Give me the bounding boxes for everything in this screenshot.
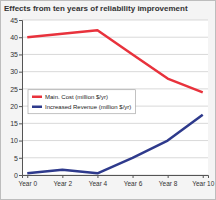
lines — [27, 30, 202, 173]
x-tick: Year 0 — [18, 175, 37, 187]
legend-swatch — [32, 106, 42, 109]
x-tick: Year 4 — [89, 175, 108, 187]
grid-line — [22, 71, 208, 72]
y-tick: 25 — [10, 86, 22, 93]
x-tick-label: Year 0 — [18, 180, 37, 187]
y-tick: 10 — [10, 137, 22, 144]
series-line — [27, 115, 202, 174]
grid-line — [22, 54, 208, 55]
x-tick-mark — [27, 175, 28, 178]
y-tick-mark — [19, 123, 22, 124]
y-tick-label: 15 — [10, 120, 18, 127]
x-tick-mark — [97, 175, 98, 178]
legend: Main. Cost (million $/yr) Increased Reven… — [28, 90, 135, 114]
grid-line — [22, 20, 208, 21]
x-tick-label: Year 8 — [159, 180, 178, 187]
x-tick-label: Year 2 — [54, 180, 73, 187]
y-tick-mark — [19, 141, 22, 142]
y-tick-mark — [19, 54, 22, 55]
y-tick-mark — [19, 37, 22, 38]
x-tick-mark — [133, 175, 134, 178]
y-tick-label: 10 — [10, 137, 18, 144]
y-axis-line — [19, 21, 23, 176]
y-tick: 30 — [10, 68, 22, 75]
legend-label: Main. Cost (million $/yr) — [45, 94, 108, 100]
y-tick: 5 — [14, 155, 22, 162]
y-tick-mark — [19, 106, 22, 107]
y-tick-mark — [19, 89, 22, 90]
x-tick: Year 10 — [192, 175, 215, 187]
grid-line — [22, 88, 208, 89]
x-tick-mark — [168, 175, 169, 178]
y-tick-mark — [19, 158, 22, 159]
series-line — [27, 30, 202, 92]
x-tick: Year 8 — [159, 175, 178, 187]
plot-area — [22, 20, 208, 175]
y-axis: 0 5 10 15 20 25 30 35 40 45 — [10, 17, 22, 179]
x-tick-mark — [62, 175, 63, 178]
y-tick: 40 — [10, 34, 22, 41]
chart: Effects from ten years of reliability im… — [0, 0, 216, 200]
x-tick-label: Year 6 — [124, 180, 143, 187]
grid-line — [22, 123, 208, 124]
y-tick: 15 — [10, 120, 22, 127]
plot: 051015202530354045Year 0Year 2Year 4Year… — [10, 17, 215, 187]
x-tick: Year 2 — [54, 175, 73, 187]
y-tick-label: 35 — [10, 51, 18, 58]
y-tick-label: 20 — [10, 103, 18, 110]
y-tick-mark — [19, 175, 22, 176]
grid — [22, 20, 208, 175]
grid-line — [22, 140, 208, 141]
y-tick-label: 0 — [14, 172, 18, 179]
y-tick-label: 25 — [10, 86, 18, 93]
y-tick-label: 45 — [10, 17, 18, 24]
x-axis: Year 0 Year 2 Year 4 Year 6 Year 8 Year 10 — [18, 175, 214, 187]
x-tick: Year 6 — [124, 175, 143, 187]
x-tick-mark — [203, 175, 204, 178]
y-tick-label: 5 — [14, 155, 18, 162]
grid-line — [22, 157, 208, 158]
background — [1, 1, 216, 200]
x-tick-label: Year 4 — [89, 180, 108, 187]
title: Effects from ten years of reliability im… — [4, 4, 188, 13]
y-tick-label: 30 — [10, 68, 18, 75]
x-axis-line — [23, 176, 209, 179]
x-tick-label: Year 10 — [192, 180, 215, 187]
y-tick-label: 40 — [10, 34, 18, 41]
y-tick: 35 — [10, 51, 22, 58]
y-tick: 45 — [10, 17, 22, 24]
y-tick: 20 — [10, 103, 22, 110]
grid-line — [22, 37, 208, 38]
y-tick-mark — [19, 20, 22, 21]
legend-label: Increased Revenue (million $/yr) — [45, 104, 131, 110]
legend-swatch — [32, 96, 42, 99]
legend-box — [28, 90, 135, 114]
y-tick: 0 — [14, 172, 22, 179]
y-tick-mark — [19, 72, 22, 73]
